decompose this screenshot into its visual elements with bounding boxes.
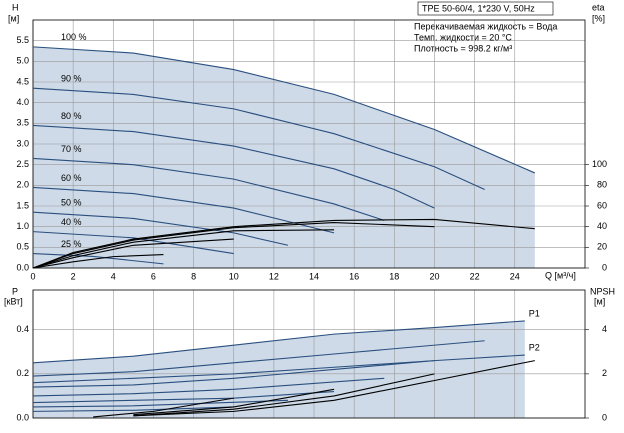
y-tick-label: 0.0 xyxy=(16,262,29,272)
y2-tick-label: 0 xyxy=(602,262,607,272)
curve-secondary xyxy=(133,373,435,417)
x-tick-label: 24 xyxy=(510,271,520,281)
curve xyxy=(32,377,385,397)
curve-label: 80 % xyxy=(61,111,82,121)
y2-unit: [%] xyxy=(592,13,605,23)
y2-label: eta xyxy=(592,2,605,12)
curve-label: P2 xyxy=(529,342,540,352)
y2-label: NPSH xyxy=(590,286,615,296)
y-tick-label: 0.5 xyxy=(16,242,29,252)
x-tick-label: 14 xyxy=(309,271,319,281)
curve-label: 25 % xyxy=(61,239,82,249)
curve xyxy=(32,211,289,246)
y-tick-label: 1.5 xyxy=(16,200,29,210)
x-tick-label: 20 xyxy=(429,271,439,281)
y-tick-label: 0.0 xyxy=(16,412,29,422)
curve xyxy=(32,399,288,408)
x-tick-label: 4 xyxy=(111,271,116,281)
y-tick-label: 4.5 xyxy=(16,76,29,86)
y2-tick-label: 0 xyxy=(602,412,607,422)
y2-tick-label: 80 xyxy=(597,180,607,190)
curve xyxy=(32,186,335,234)
plot-frame xyxy=(32,19,586,269)
x-tick-label: 10 xyxy=(229,271,239,281)
annotation: Плотность = 998.2 кг/м³ xyxy=(414,43,512,53)
curve xyxy=(32,360,435,388)
x-tick-label: 8 xyxy=(191,271,196,281)
y-tick-label: 0.2 xyxy=(16,368,29,378)
y-tick-label: 4.0 xyxy=(16,97,29,107)
chart-title: TPE 50-60/4, 1*230 V, 50Hz xyxy=(422,3,535,13)
y2-tick-label: 2 xyxy=(602,368,607,378)
curve xyxy=(32,340,485,377)
curve xyxy=(32,354,525,384)
x-tick-label: 18 xyxy=(389,271,399,281)
y-tick-label: 2.0 xyxy=(16,180,29,190)
y-tick-label: 3.0 xyxy=(16,138,29,148)
y-tick-label: 2.5 xyxy=(16,159,29,169)
curve-label: P1 xyxy=(529,308,540,318)
curve-secondary xyxy=(93,397,234,418)
y2-tick-label: 60 xyxy=(597,200,607,210)
y-label: P xyxy=(12,286,18,296)
y-label: H xyxy=(12,2,19,12)
curve-label: 90 % xyxy=(61,74,82,84)
y2-tick-label: 40 xyxy=(597,221,607,231)
title-box xyxy=(417,1,554,16)
y2-tick-label: 20 xyxy=(597,242,607,252)
y2-tick-label: 100 xyxy=(592,159,607,169)
curve xyxy=(32,46,536,174)
curve-label: 40 % xyxy=(61,217,82,227)
operating-range xyxy=(33,320,525,418)
curve xyxy=(32,231,234,255)
y-tick-label: 0.4 xyxy=(16,324,29,334)
curve-secondary xyxy=(32,254,164,269)
curve-label: 50 % xyxy=(61,198,82,208)
annotation: Темп. жидкости = 20 °C xyxy=(414,32,512,42)
curve-secondary xyxy=(32,218,535,269)
y-unit: [кВт] xyxy=(4,296,23,306)
curve xyxy=(32,124,435,209)
curve-secondary xyxy=(133,360,535,417)
x-tick-label: 16 xyxy=(349,271,359,281)
curve xyxy=(32,320,525,364)
y-unit: [м] xyxy=(8,13,19,23)
curve-label: 60 % xyxy=(61,173,82,183)
curve-label: 70 % xyxy=(61,144,82,154)
y2-tick-label: 4 xyxy=(602,324,607,334)
curve xyxy=(32,390,335,404)
curve-secondary xyxy=(133,388,335,416)
x-tick-label: 12 xyxy=(269,271,279,281)
x-label: Q [м³/ч] xyxy=(545,270,576,280)
curve xyxy=(32,406,234,412)
curve xyxy=(32,157,385,221)
y-tick-label: 1.0 xyxy=(16,221,29,231)
x-tick-label: 22 xyxy=(470,271,480,281)
curve xyxy=(32,252,164,265)
annotation: Перекачиваемая жидкость = Вода xyxy=(414,21,557,31)
x-tick-label: 2 xyxy=(71,271,76,281)
y2-unit: [м] xyxy=(594,296,605,306)
x-tick-label: 0 xyxy=(30,271,35,281)
curve-secondary xyxy=(32,238,234,269)
y-tick-label: 3.5 xyxy=(16,118,29,128)
plot-frame xyxy=(32,289,586,419)
y-tick-label: 5.5 xyxy=(16,35,29,45)
curve-secondary xyxy=(32,221,435,269)
curve xyxy=(32,87,485,190)
x-tick-label: 6 xyxy=(151,271,156,281)
curve-secondary xyxy=(32,229,335,269)
curve-label: 100 % xyxy=(61,32,87,42)
y-tick-label: 5.0 xyxy=(16,56,29,66)
